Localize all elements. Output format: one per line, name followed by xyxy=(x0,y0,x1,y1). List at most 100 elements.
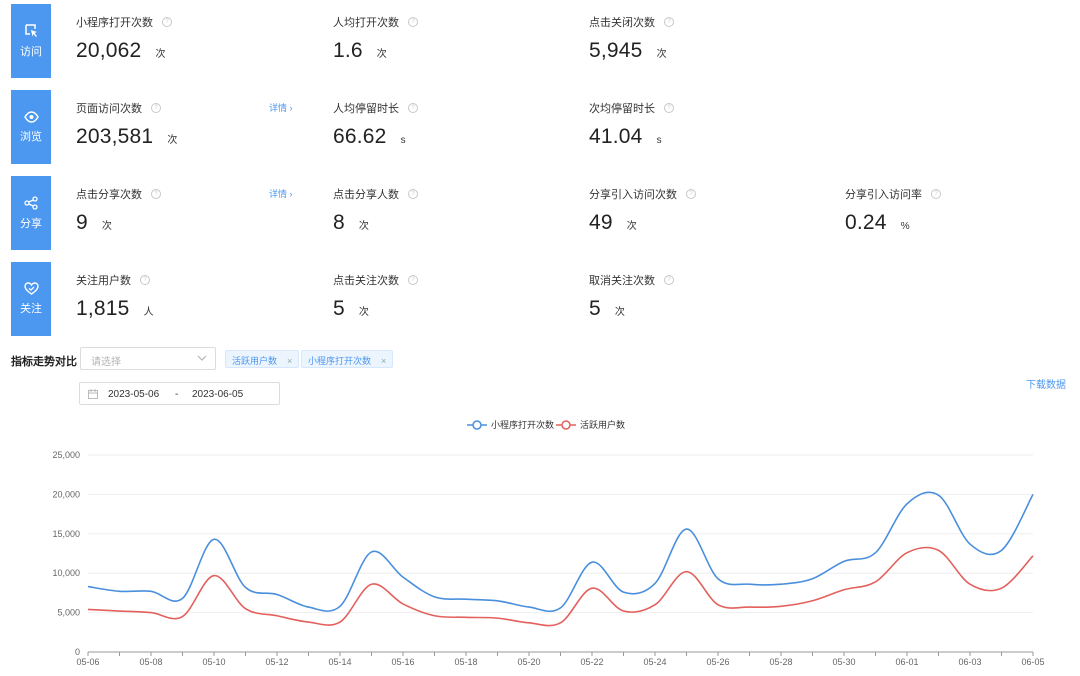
category-follow: 关注 xyxy=(11,262,51,336)
metric-unit: 次 xyxy=(358,221,369,232)
help-icon[interactable]: ? xyxy=(408,275,418,285)
help-icon[interactable]: ? xyxy=(686,189,696,199)
help-icon[interactable]: ? xyxy=(931,189,941,199)
x-tick-label: 05-14 xyxy=(328,657,351,667)
date-range-picker[interactable]: 2023-05-06 - 2023-06-05 xyxy=(79,382,280,405)
help-icon[interactable]: ? xyxy=(162,17,172,27)
legend-marker xyxy=(561,420,571,430)
metric-per-visit-stay: 次均停留时长? 41.04 s xyxy=(589,100,674,149)
chevron-down-icon xyxy=(197,355,207,361)
metric-unit: 次 xyxy=(656,49,667,60)
x-tick-label: 05-28 xyxy=(769,657,792,667)
eye-icon xyxy=(23,110,39,123)
legend-label: 小程序打开次数 xyxy=(491,419,554,430)
x-tick-label: 05-10 xyxy=(202,657,225,667)
metric-unit: 次 xyxy=(101,221,112,232)
download-data-link[interactable]: 下载数据 xyxy=(1026,380,1066,391)
metric-value: 9 xyxy=(76,211,88,234)
tag-open-count: 小程序打开次数 × xyxy=(301,350,394,368)
metric-value: 0.24 xyxy=(845,211,887,234)
metric-label: 点击分享人数 xyxy=(333,189,399,201)
y-tick-label: 10,000 xyxy=(52,568,80,578)
metric-value: 1,815 xyxy=(76,297,130,320)
date-start: 2023-05-06 xyxy=(108,389,160,400)
chevron-right-icon: › xyxy=(289,103,293,113)
x-tick-label: 05-26 xyxy=(706,657,729,667)
metric-label: 点击关注次数 xyxy=(333,275,399,287)
metric-select[interactable]: 请选择 xyxy=(80,347,216,370)
metric-open-count: 小程序打开次数? 20,062 次 xyxy=(76,14,172,63)
x-tick-label: 06-03 xyxy=(958,657,981,667)
metric-unit: s xyxy=(656,135,662,146)
metric-close-count: 点击关闭次数? 5,945 次 xyxy=(589,14,674,63)
close-icon[interactable]: × xyxy=(381,356,387,366)
calendar-icon xyxy=(88,389,98,399)
metric-label: 人均停留时长 xyxy=(333,103,399,115)
help-icon[interactable]: ? xyxy=(664,17,674,27)
heart-icon xyxy=(23,282,39,295)
series-line-0 xyxy=(87,491,1034,613)
x-tick-label: 05-12 xyxy=(265,657,288,667)
help-icon[interactable]: ? xyxy=(664,103,674,113)
metric-label: 分享引入访问次数 xyxy=(589,189,677,201)
chevron-right-icon: › xyxy=(289,189,293,199)
legend-marker xyxy=(472,420,482,430)
tag-active-users: 活跃用户数 × xyxy=(225,350,300,368)
help-icon[interactable]: ? xyxy=(408,103,418,113)
y-tick-label: 0 xyxy=(75,647,80,657)
category-share: 分享 xyxy=(11,176,51,250)
x-tick-label: 05-18 xyxy=(454,657,477,667)
metric-unit: 次 xyxy=(626,221,637,232)
details-link[interactable]: 详情 › xyxy=(269,103,293,113)
x-tick-label: 06-01 xyxy=(895,657,918,667)
metric-value: 203,581 xyxy=(76,125,154,148)
metric-share-clicks: 点击分享次数? 9 次 xyxy=(76,186,161,235)
help-icon[interactable]: ? xyxy=(140,275,150,285)
metric-unit: % xyxy=(900,221,910,232)
metric-value: 5 xyxy=(333,297,345,320)
trend-title: 指标走势对比 xyxy=(11,356,77,368)
date-end: 2023-06-05 xyxy=(192,389,244,400)
x-tick-label: 05-06 xyxy=(76,657,99,667)
metric-label: 点击分享次数 xyxy=(76,189,142,201)
y-tick-label: 15,000 xyxy=(52,529,80,539)
metric-label: 小程序打开次数 xyxy=(76,17,153,29)
metric-unit: 次 xyxy=(376,49,387,60)
metric-share-visits: 分享引入访问次数? 49 次 xyxy=(589,186,696,235)
help-icon[interactable]: ? xyxy=(151,189,161,199)
y-tick-label: 20,000 xyxy=(52,489,80,499)
x-tick-label: 05-08 xyxy=(139,657,162,667)
metric-label: 关注用户数 xyxy=(76,275,131,287)
close-icon[interactable]: × xyxy=(287,356,293,366)
metric-share-rate: 分享引入访问率? 0.24% xyxy=(845,186,941,235)
metric-avg-open: 人均打开次数? 1.6 次 xyxy=(333,14,418,63)
series-line-1 xyxy=(87,546,1034,627)
metric-page-visits: 页面访问次数? 203,581 次 xyxy=(76,100,177,149)
x-tick-label: 05-30 xyxy=(832,657,855,667)
help-icon[interactable]: ? xyxy=(664,275,674,285)
help-icon[interactable]: ? xyxy=(408,189,418,199)
metric-follow-clicks: 点击关注次数? 5 次 xyxy=(333,272,418,321)
help-icon[interactable]: ? xyxy=(151,103,161,113)
metric-label: 人均打开次数 xyxy=(333,17,399,29)
metric-avg-stay: 人均停留时长? 66.62 s xyxy=(333,100,418,149)
trend-line-chart: 0 5,000 10,000 15,000 20,000 25,000 05-06 05-08… xyxy=(52,419,1044,667)
metric-unit: 人 xyxy=(143,307,154,318)
metric-label: 取消关注次数 xyxy=(589,275,655,287)
metric-value: 41.04 xyxy=(589,125,643,148)
metric-label: 点击关闭次数 xyxy=(589,17,655,29)
x-tick-label: 05-20 xyxy=(517,657,540,667)
y-tick-label: 5,000 xyxy=(57,608,80,618)
help-icon[interactable]: ? xyxy=(408,17,418,27)
category-visit: 访问 xyxy=(11,4,51,78)
category-label: 关注 xyxy=(20,303,42,315)
share-icon xyxy=(24,195,38,210)
metric-value: 66.62 xyxy=(333,125,387,148)
details-link[interactable]: 详情 › xyxy=(269,189,293,199)
metric-value: 5,945 xyxy=(589,39,643,62)
metric-unfollow: 取消关注次数? 5 次 xyxy=(589,272,674,321)
metric-label: 次均停留时长 xyxy=(589,103,655,115)
x-tick-label: 06-05 xyxy=(1021,657,1044,667)
metric-value: 20,062 xyxy=(76,39,142,62)
x-tick-label: 05-22 xyxy=(580,657,603,667)
